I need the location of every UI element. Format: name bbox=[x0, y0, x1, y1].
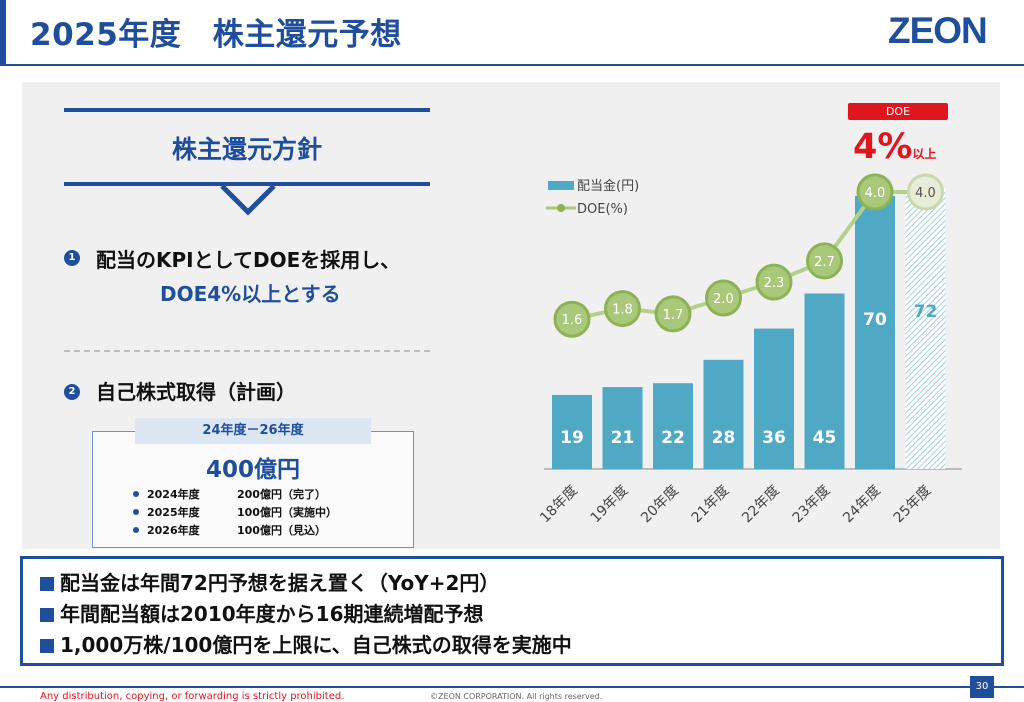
bar-value-label: 19 bbox=[560, 428, 584, 448]
point2-text: 自己株式取得（計画） bbox=[96, 380, 296, 404]
doe-point-label: 1.8 bbox=[612, 303, 633, 318]
point1-highlight: DOE4%以上とする bbox=[160, 282, 341, 306]
point1-text: 配当のKPIとしてDOEを採用し、 bbox=[96, 248, 401, 272]
bar-value-label: 70 bbox=[863, 310, 887, 330]
buyback-period: 24年度－26年度 bbox=[135, 418, 371, 444]
bar-value-label: 72 bbox=[914, 302, 938, 322]
doe-point bbox=[553, 300, 591, 338]
x-tick-label: 18年度 bbox=[537, 483, 581, 527]
legend-bar-label: 配当金(円) bbox=[577, 178, 639, 194]
summary-text: 年間配当額は2010年度から16期連続増配予想 bbox=[60, 602, 484, 626]
chevron-down-icon bbox=[220, 184, 276, 216]
page-title: 2025年度 株主還元予想 bbox=[30, 17, 402, 53]
buyback-box bbox=[92, 431, 414, 548]
company-logo: ZEON bbox=[888, 10, 988, 51]
bullet-square bbox=[40, 639, 54, 653]
summary-box bbox=[20, 556, 1004, 666]
doe-point bbox=[755, 263, 793, 301]
doe-value: 4% bbox=[853, 127, 913, 167]
header-divider bbox=[0, 64, 1024, 66]
buyback-year: 2026年度 bbox=[147, 524, 200, 537]
policy-bottom-rule bbox=[64, 182, 430, 186]
doe-point-label: 4.0 bbox=[865, 186, 886, 201]
buyback-year: 2024年度 bbox=[147, 488, 200, 501]
bar-value-label: 22 bbox=[661, 428, 685, 448]
doe-point bbox=[654, 295, 692, 333]
point-number-badge: 1 bbox=[64, 250, 80, 266]
summary-line: 年間配当額は2010年度から16期連続増配予想 bbox=[40, 598, 484, 627]
dividend-bar bbox=[754, 328, 794, 469]
dividend-bar bbox=[855, 196, 895, 469]
x-tick-label: 23年度 bbox=[790, 483, 834, 527]
doe-point bbox=[856, 173, 894, 211]
dashed-divider bbox=[64, 350, 430, 352]
doe-badge: DOE bbox=[848, 103, 948, 120]
doe-point-label: 1.6 bbox=[562, 313, 583, 328]
doe-point-label: 4.0 bbox=[915, 186, 936, 201]
footer-divider bbox=[0, 686, 1024, 688]
buyback-year: 2025年度 bbox=[147, 506, 200, 519]
page-number: 30 bbox=[970, 676, 994, 698]
doe-point-label: 2.3 bbox=[764, 276, 785, 291]
dividend-bar bbox=[703, 359, 744, 469]
bar-value-label: 21 bbox=[611, 428, 635, 448]
dividend-bar bbox=[653, 383, 693, 469]
summary-text: 配当金は年間72円予想を据え置く（YoY+2円） bbox=[60, 571, 500, 595]
doe-point-label: 1.7 bbox=[663, 308, 684, 323]
buyback-amount: 100億円（見込） bbox=[237, 524, 326, 537]
bullet-dot bbox=[133, 491, 139, 497]
doe-point-label: 2.7 bbox=[814, 255, 835, 270]
summary-line: 1,000万株/100億円を上限に、自己株式の取得を実施中 bbox=[40, 629, 572, 658]
x-tick-label: 24年度 bbox=[840, 483, 884, 527]
legend-bar-swatch bbox=[548, 181, 574, 190]
header-accent-bar bbox=[0, 0, 6, 64]
policy-heading: 株主還元方針 bbox=[171, 135, 322, 164]
summary-text: 1,000万株/100億円を上限に、自己株式の取得を実施中 bbox=[60, 633, 572, 657]
dividend-bar bbox=[804, 293, 845, 469]
doe-point bbox=[604, 290, 641, 328]
legend-line-label: DOE(%) bbox=[577, 202, 628, 217]
x-tick-label: 21年度 bbox=[689, 483, 733, 527]
footer-copyright: ©ZEON CORPORATION. All rights reserved. bbox=[430, 692, 603, 701]
dividend-bar bbox=[552, 394, 592, 469]
bullet-square bbox=[40, 577, 54, 591]
bar-value-label: 28 bbox=[712, 428, 736, 448]
dividend-chart: 配当金(円) DOE(%) 19 21 22 28 36 45 70 72 1.6 1.8 1.7… bbox=[537, 173, 962, 527]
doe-point bbox=[907, 173, 944, 211]
buyback-amount: 200億円（完了） bbox=[237, 488, 326, 501]
buyback-total: 400億円 bbox=[205, 457, 300, 483]
summary-line: 配当金は年間72円予想を据え置く（YoY+2円） bbox=[40, 567, 499, 596]
policy-top-rule bbox=[64, 108, 430, 112]
doe-callout-value: 4%以上 bbox=[853, 127, 936, 167]
dividend-bar bbox=[602, 387, 643, 469]
buyback-amount: 100億円（実施中） bbox=[237, 506, 337, 519]
x-tick-label: 19年度 bbox=[588, 483, 632, 527]
bullet-dot bbox=[133, 509, 139, 515]
bar-value-label: 45 bbox=[813, 428, 837, 448]
bar-value-label: 36 bbox=[762, 428, 786, 448]
doe-point bbox=[806, 242, 843, 280]
x-tick-label: 22年度 bbox=[739, 483, 783, 527]
doe-point bbox=[705, 279, 742, 317]
doe-point-label: 2.0 bbox=[713, 292, 734, 307]
x-tick-label: 20年度 bbox=[638, 483, 682, 527]
point-number-badge: 2 bbox=[64, 384, 80, 400]
footer-warning: Any distribution, copying, or forwarding… bbox=[40, 691, 345, 702]
doe-suffix: 以上 bbox=[912, 147, 937, 161]
chart-legend: 配当金(円) DOE(%) bbox=[546, 178, 639, 217]
dividend-bar bbox=[905, 188, 946, 469]
bullet-dot bbox=[133, 527, 139, 533]
bullet-square bbox=[40, 608, 54, 622]
legend-line-marker bbox=[557, 204, 565, 212]
x-tick-label: 25年度 bbox=[891, 483, 935, 527]
